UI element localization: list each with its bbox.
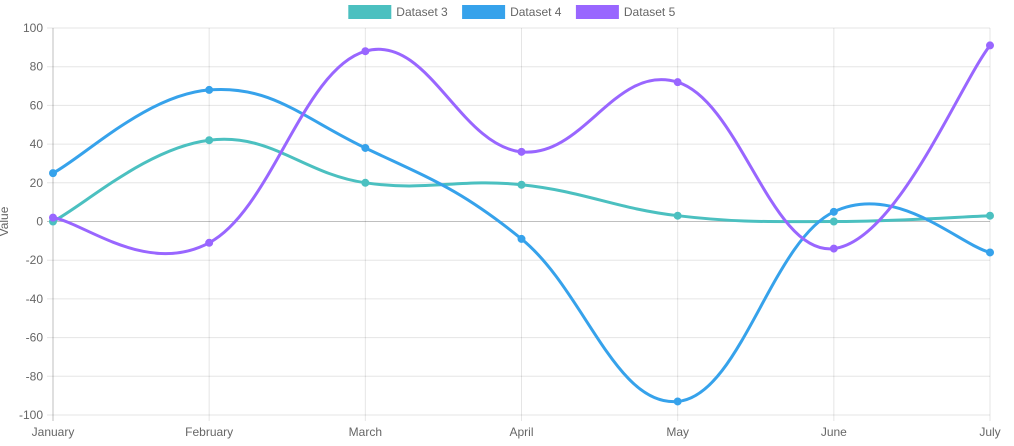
y-tick-label: 100 xyxy=(23,21,43,35)
y-tick-label: 40 xyxy=(30,137,44,151)
y-tick-label: 80 xyxy=(30,60,44,74)
y-tick-label: -40 xyxy=(26,292,44,306)
x-tick-label-june: June xyxy=(821,425,847,439)
series xyxy=(49,41,994,406)
data-point-january[interactable] xyxy=(49,213,57,222)
data-point-july[interactable] xyxy=(986,248,994,257)
legend-item-dataset-3[interactable]: Dataset 3 xyxy=(348,5,448,19)
data-point-july[interactable] xyxy=(986,41,994,50)
x-tick-label-may: May xyxy=(666,425,689,439)
x-tick-label-february: February xyxy=(185,425,233,439)
data-point-june[interactable] xyxy=(829,207,838,216)
y-tick-label: -100 xyxy=(19,408,43,422)
legend-label: Dataset 4 xyxy=(510,5,562,19)
x-tick-label-january: January xyxy=(32,425,75,439)
data-point-june[interactable] xyxy=(829,244,838,253)
y-tick-label: -20 xyxy=(26,253,44,267)
legend-label: Dataset 5 xyxy=(624,5,676,19)
series-dataset-5 xyxy=(49,41,994,256)
y-tick-label: 60 xyxy=(30,98,44,112)
axes: Value 100 80 60 40 20 0 -20 -40 -60 -80 -100 Januar… xyxy=(0,21,1001,439)
data-point-february[interactable] xyxy=(205,238,214,247)
data-point-may[interactable] xyxy=(673,397,682,406)
y-tick-label: 20 xyxy=(30,176,44,190)
data-point-june[interactable] xyxy=(829,217,838,226)
legend-swatch xyxy=(348,5,392,19)
data-point-april[interactable] xyxy=(517,180,526,189)
data-point-february[interactable] xyxy=(205,85,214,94)
legend-swatch xyxy=(462,5,506,19)
legend: Dataset 3 Dataset 4 Dataset 5 xyxy=(348,5,676,19)
data-point-may[interactable] xyxy=(673,211,682,220)
legend-item-dataset-5[interactable]: Dataset 5 xyxy=(575,5,676,19)
x-tick-label-april: April xyxy=(509,425,533,439)
legend-item-dataset-4[interactable]: Dataset 4 xyxy=(462,5,562,19)
x-tick-label-july: July xyxy=(979,425,1000,439)
legend-swatch xyxy=(575,5,619,19)
y-tick-label: 0 xyxy=(36,215,43,229)
data-point-march[interactable] xyxy=(361,143,370,152)
y-tick-label: -60 xyxy=(26,331,44,345)
legend-label: Dataset 3 xyxy=(396,5,448,19)
x-tick-label-march: March xyxy=(349,425,382,439)
grid xyxy=(47,27,991,421)
data-point-march[interactable] xyxy=(361,178,370,187)
series-dataset-4 xyxy=(49,85,994,406)
data-point-january[interactable] xyxy=(49,169,57,178)
data-point-april[interactable] xyxy=(517,147,526,156)
data-point-march[interactable] xyxy=(361,47,370,56)
y-axis-title: Value xyxy=(0,206,11,236)
data-point-april[interactable] xyxy=(517,234,526,243)
data-point-may[interactable] xyxy=(673,78,682,87)
data-point-february[interactable] xyxy=(205,136,214,145)
y-tick-label: -80 xyxy=(26,369,44,383)
data-point-july[interactable] xyxy=(986,211,994,220)
